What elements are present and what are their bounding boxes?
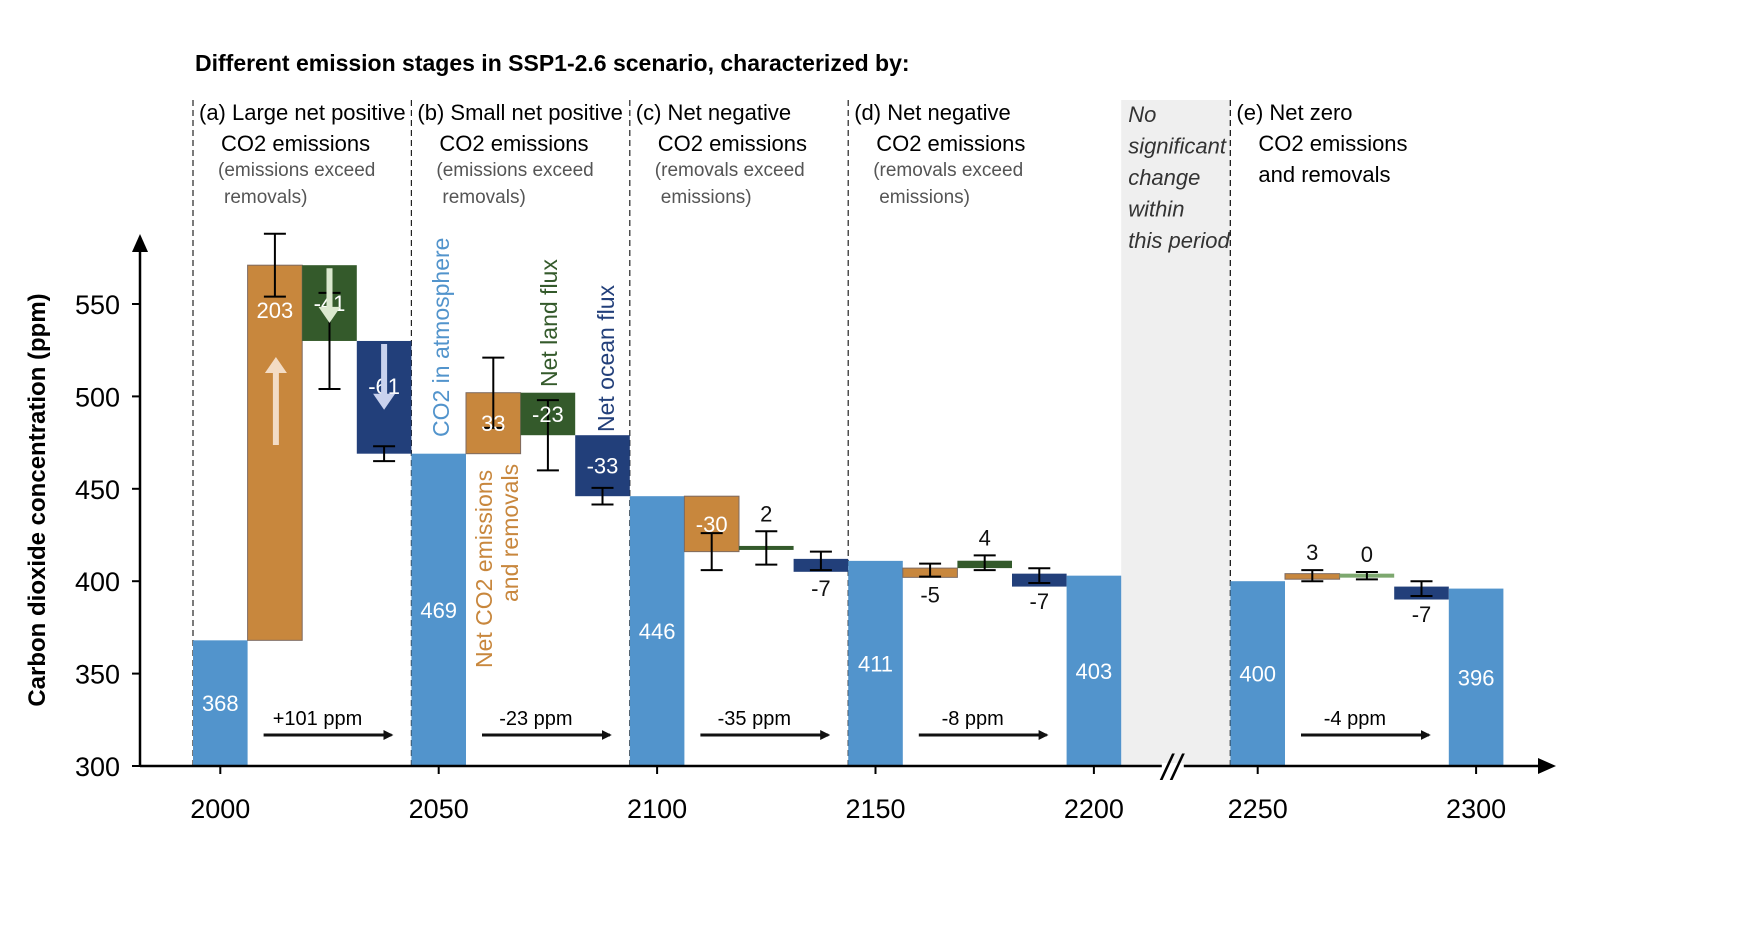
bar-ocean xyxy=(575,435,630,497)
bar-value-label: -7 xyxy=(811,576,831,601)
stage-heading: (e) Net zero xyxy=(1236,100,1352,125)
x-tick-label: 2000 xyxy=(190,794,250,824)
bar-value-label: -7 xyxy=(1030,589,1050,614)
series-label-land: Net land flux xyxy=(536,259,562,387)
change-label: -8 ppm xyxy=(942,708,1004,730)
stage-subheading: removals) xyxy=(442,187,525,208)
y-tick-label: 350 xyxy=(75,660,120,690)
stage-heading: CO2 emissions xyxy=(221,131,370,156)
stage-heading: (a) Large net positive xyxy=(199,100,406,125)
y-tick-label: 450 xyxy=(75,475,120,505)
bar-value-label: 0 xyxy=(1361,542,1373,567)
bar-value-label: -5 xyxy=(920,583,940,608)
y-axis-label: Carbon dioxide concentration (ppm) xyxy=(24,293,51,706)
x-axis-arrow-icon xyxy=(1538,758,1556,774)
bar-value-label: 446 xyxy=(639,619,676,644)
bar-value-label: -33 xyxy=(587,454,619,479)
bar-atmosphere xyxy=(1230,581,1285,766)
stage-heading: (c) Net negative xyxy=(636,100,791,125)
chart-title: Different emission stages in SSP1-2.6 sc… xyxy=(195,50,910,76)
bar-value-label: 33 xyxy=(481,411,505,436)
stage-subheading: (removals exceed xyxy=(655,160,805,181)
bar-atmosphere xyxy=(193,640,248,766)
bar-atmosphere xyxy=(1448,588,1504,766)
series-label-emissions: and removals xyxy=(497,464,523,602)
bar-value-label: 203 xyxy=(257,298,294,323)
stage-heading: CO2 emissions xyxy=(439,131,588,156)
stage-subheading: (emissions exceed xyxy=(436,160,593,181)
stage-subheading: removals) xyxy=(224,187,307,208)
bar-atmosphere xyxy=(629,496,685,766)
y-tick-label: 500 xyxy=(75,382,120,412)
x-tick-label: 2150 xyxy=(845,794,905,824)
stage-subheading: (removals exceed xyxy=(873,160,1023,181)
y-tick-label: 300 xyxy=(75,752,120,782)
stage-heading: CO2 emissions xyxy=(876,131,1025,156)
gap-note-line: No xyxy=(1128,102,1156,127)
bar-value-label: 2 xyxy=(760,501,772,526)
stage-subheading: (emissions exceed xyxy=(218,160,375,181)
bar-atmosphere xyxy=(848,560,903,766)
bar-value-label: -23 xyxy=(532,402,564,427)
stage-heading: (d) Net negative xyxy=(854,100,1011,125)
bar-value-label: 403 xyxy=(1076,659,1113,684)
gap-note-line: within xyxy=(1128,197,1184,222)
bar-emissions xyxy=(247,264,303,641)
stage-heading: and removals xyxy=(1258,162,1390,187)
bar-value-label: -7 xyxy=(1412,602,1432,627)
axis-break-mask xyxy=(1161,763,1184,769)
bar-value-label: 368 xyxy=(202,691,239,716)
no-change-period-shade xyxy=(1121,100,1231,766)
x-tick-label: 2250 xyxy=(1228,794,1288,824)
stage-subheading: emissions) xyxy=(661,187,752,208)
bar-value-label: 469 xyxy=(420,598,457,623)
bar-value-label: -30 xyxy=(696,512,728,537)
gap-note-line: this period xyxy=(1128,228,1230,253)
x-tick-label: 2200 xyxy=(1064,794,1124,824)
series-label-emissions: Net CO2 emissions xyxy=(471,470,497,668)
x-tick-label: 2300 xyxy=(1446,794,1506,824)
change-label: -35 ppm xyxy=(718,708,791,730)
bar-value-label: 400 xyxy=(1239,662,1276,687)
bar-atmosphere xyxy=(1066,575,1122,766)
y-tick-label: 400 xyxy=(75,567,120,597)
change-label: -23 ppm xyxy=(499,708,572,730)
stage-heading: (b) Small net positive xyxy=(417,100,622,125)
bar-value-label: 4 xyxy=(979,525,991,550)
stage-heading: CO2 emissions xyxy=(1258,131,1407,156)
series-label-ocean: Net ocean flux xyxy=(593,284,619,432)
bar-value-label: 396 xyxy=(1458,665,1495,690)
y-tick-label: 550 xyxy=(75,290,120,320)
bar-atmosphere xyxy=(411,453,466,766)
x-tick-label: 2100 xyxy=(627,794,687,824)
arrow-up-icon xyxy=(264,357,287,373)
stage-heading: CO2 emissions xyxy=(658,131,807,156)
arrow-down-icon xyxy=(318,306,341,323)
change-label: +101 ppm xyxy=(273,708,363,730)
x-tick-label: 2050 xyxy=(409,794,469,824)
bar-value-label: 411 xyxy=(858,651,893,676)
gap-note-line: change xyxy=(1128,165,1200,190)
axis-break-icon: // xyxy=(1159,747,1186,788)
gap-note-line: significant xyxy=(1128,134,1227,159)
arrow-down-icon xyxy=(373,393,396,410)
series-label-atmosphere: CO2 in atmosphere xyxy=(428,238,454,437)
stage-subheading: emissions) xyxy=(879,187,970,208)
bar-value-label: 3 xyxy=(1306,540,1318,565)
change-label: -4 ppm xyxy=(1324,708,1386,730)
y-axis-arrow-icon xyxy=(132,234,148,252)
